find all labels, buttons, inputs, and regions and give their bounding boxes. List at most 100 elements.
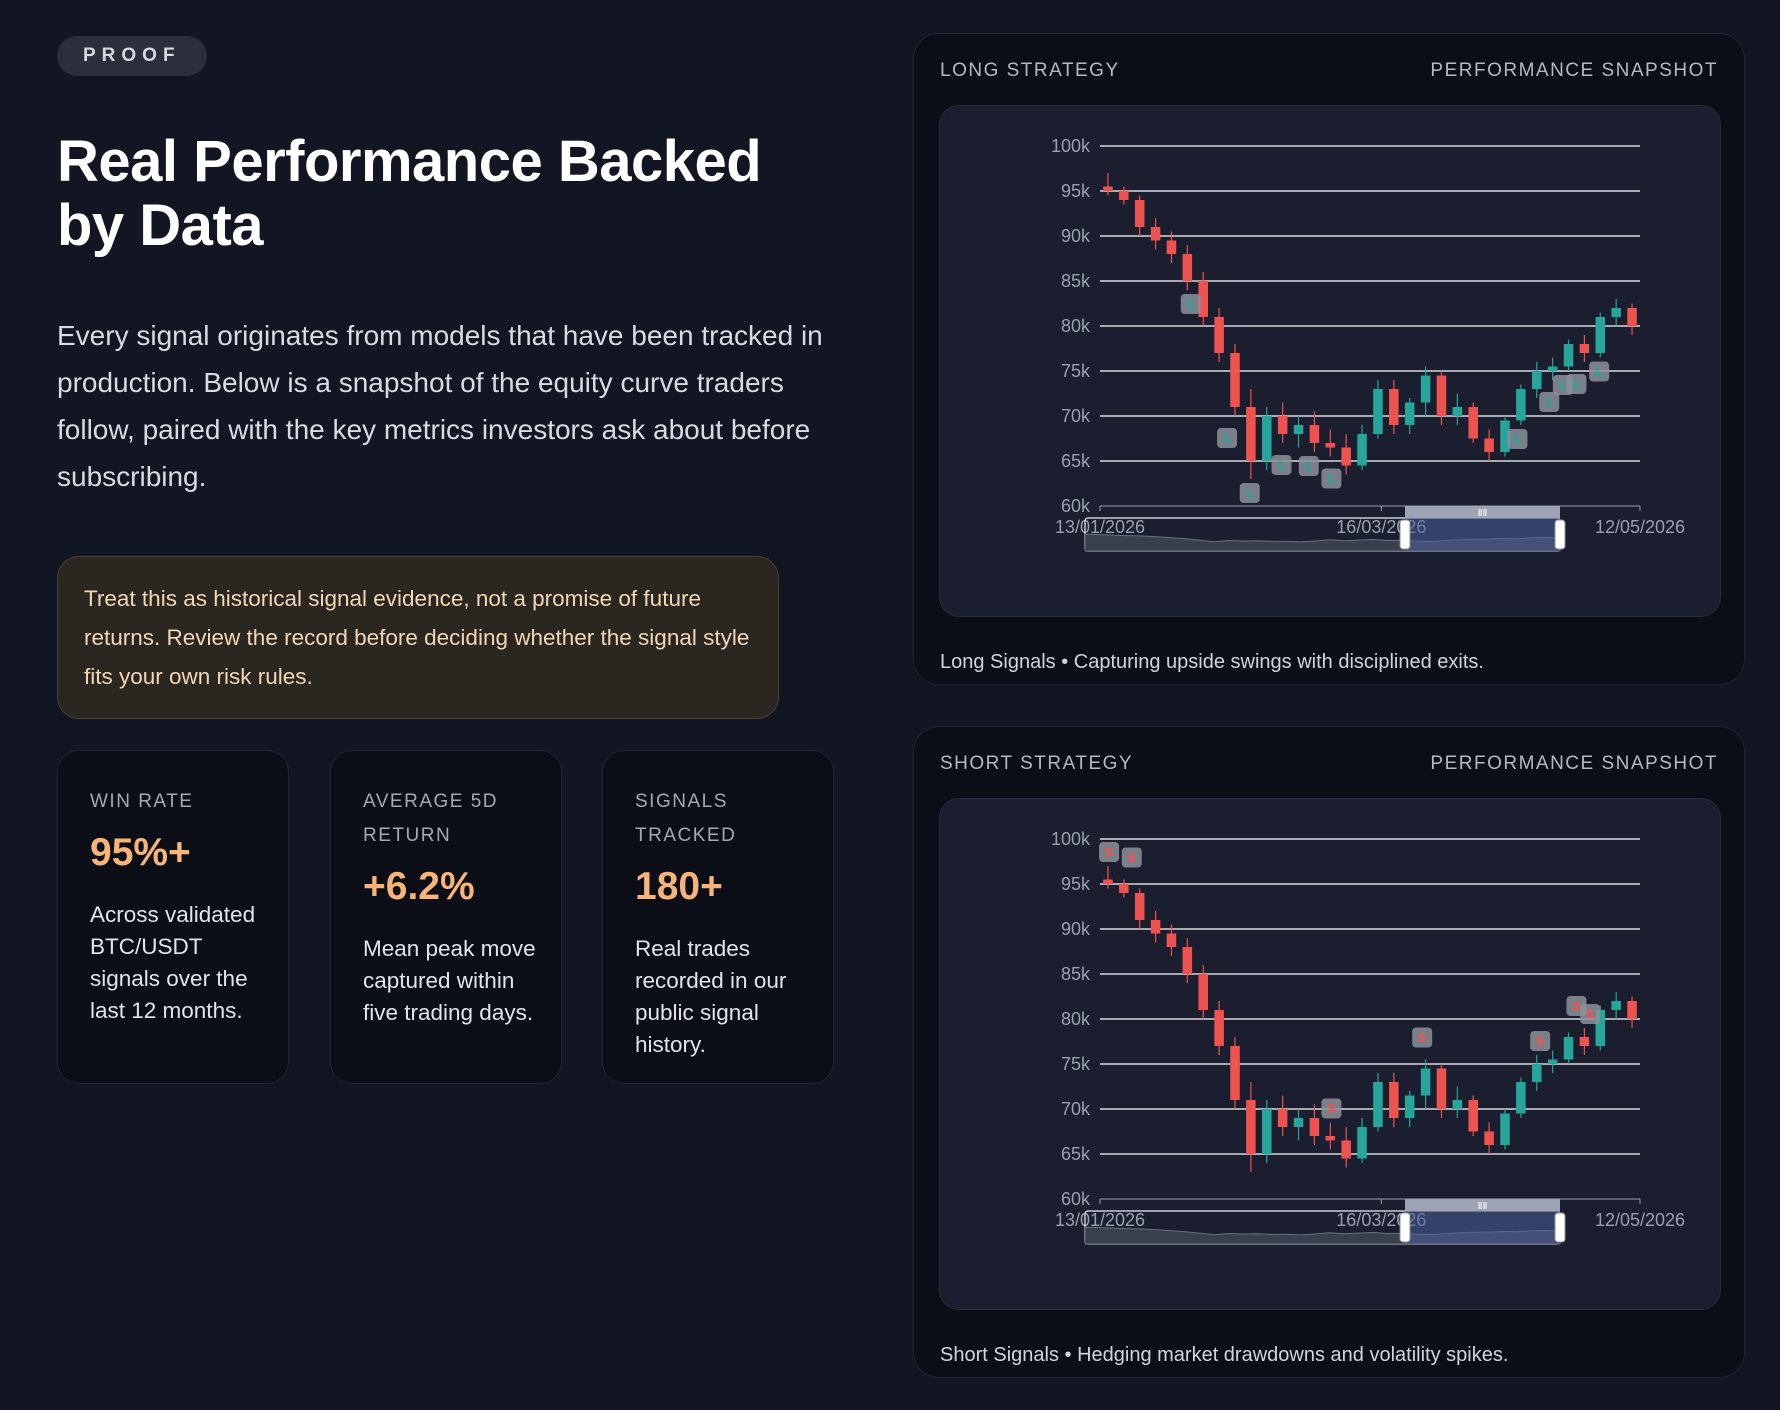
stat-label: SIGNALS TRACKED (635, 791, 737, 846)
scrollbar-grip-icon: ⅡⅡ (1478, 1201, 1488, 1212)
candle-body (1547, 366, 1558, 371)
stats-row: WIN RATE 95%+ Across validated BTC/USDT … (57, 750, 835, 1084)
signal-marker[interactable]: L (1539, 392, 1560, 412)
y-tick-label: 90k (1061, 226, 1091, 246)
short-strategy-chart[interactable]: 100k 95k 90k 85k 80k 75k 70k 65k 60k 13/01/2026 16… (939, 798, 1721, 1310)
navigator-handle[interactable] (1399, 519, 1411, 550)
signal-marker[interactable]: L (1321, 468, 1342, 489)
stat-value: 180+ (635, 865, 723, 908)
stat-label: WIN RATE (90, 791, 194, 812)
signal-marker[interactable]: S (1321, 1098, 1342, 1119)
candle-body (1595, 317, 1606, 353)
candle-body (1420, 375, 1431, 403)
y-tick-label: 70k (1061, 1099, 1091, 1119)
signal-marker[interactable]: L (1507, 429, 1528, 449)
candle-body (1357, 1127, 1367, 1159)
y-tick-label: 65k (1061, 451, 1091, 471)
signal-marker[interactable]: L (1589, 361, 1610, 382)
signal-marker[interactable]: L (1180, 294, 1201, 314)
candle-body (1103, 879, 1113, 884)
candle-body (1277, 1109, 1288, 1127)
scrollbar-grip-icon: ⅡⅡ (1478, 508, 1488, 519)
navigator-handle[interactable] (1554, 1212, 1566, 1243)
panel-subtitle: PERFORMANCE SNAPSHOT (1430, 753, 1718, 774)
candle-body (1309, 425, 1320, 443)
candle-body (1134, 893, 1145, 920)
long-strategy-chart[interactable]: 100k 95k 90k 85k 80k 75k 70k 65k 60k 13/01/2026 16… (939, 105, 1721, 617)
signal-marker[interactable]: S (1412, 1027, 1433, 1048)
candle-body (1373, 389, 1383, 434)
stat-card-signals-tracked: SIGNALS TRACKED 180+ Real trades recorde… (602, 750, 834, 1084)
panel-caption: Long Signals • Capturing upside swings w… (940, 651, 1484, 673)
y-tick-label: 100k (1051, 829, 1091, 849)
y-tick-label: 95k (1061, 181, 1091, 201)
range-navigator[interactable]: ⅡⅡ (1084, 1199, 1566, 1245)
candle-body (1547, 1059, 1558, 1064)
signal-marker[interactable]: L (1271, 455, 1292, 475)
candle-body (1103, 186, 1113, 191)
signal-marker[interactable]: S (1121, 847, 1142, 868)
signal-marker[interactable]: L (1566, 374, 1587, 394)
candle-body (1563, 1037, 1574, 1060)
signal-marker[interactable]: S (1099, 842, 1120, 862)
navigator-selection[interactable] (1405, 518, 1560, 551)
navigator-selection[interactable] (1405, 1211, 1560, 1244)
candle-body (1214, 317, 1224, 353)
signal-marker[interactable]: S (1580, 1004, 1601, 1024)
signal-marker-label: S (1536, 1035, 1545, 1049)
candle-body (1277, 416, 1288, 434)
candle-body (1500, 420, 1510, 452)
candle-body (1627, 1001, 1637, 1019)
navigator-handle[interactable] (1554, 519, 1566, 550)
signal-marker[interactable]: L (1239, 483, 1260, 503)
candle-body (1611, 1001, 1621, 1010)
intro-paragraph: Every signal originates from models that… (57, 320, 823, 492)
candle-body (1198, 974, 1208, 1010)
y-tick-label: 75k (1061, 361, 1091, 381)
panel-title: SHORT STRATEGY (940, 753, 1134, 774)
panel-header: SHORT STRATEGY PERFORMANCE SNAPSHOT (940, 753, 1718, 775)
x-tick-label: 12/05/2026 (1595, 1210, 1685, 1230)
stat-description: Across validated BTC/USDT signals over t… (90, 902, 256, 1023)
y-tick-label: 100k (1051, 136, 1091, 156)
candle-body (1246, 1100, 1256, 1154)
candle-body (1579, 1037, 1590, 1046)
signal-marker-label: L (1559, 379, 1567, 393)
signal-marker-label: L (1223, 432, 1231, 446)
candle-body (1420, 1068, 1431, 1096)
risk-notice: Treat this as historical signal evidence… (57, 556, 779, 719)
candle-body (1532, 1064, 1542, 1082)
candle-body (1119, 191, 1129, 200)
stat-description: Real trades recorded in our public signa… (635, 936, 787, 1057)
signal-marker-label: L (1545, 396, 1553, 410)
panel-subtitle: PERFORMANCE SNAPSHOT (1430, 60, 1718, 81)
signal-marker-label: L (1328, 472, 1336, 486)
candle-body (1516, 1082, 1526, 1114)
candle-body (1262, 1109, 1272, 1154)
y-tick-label: 65k (1061, 1144, 1091, 1164)
candle-body (1198, 281, 1208, 317)
candle-body (1309, 1118, 1320, 1136)
navigator-handle[interactable] (1399, 1212, 1411, 1243)
candle-body (1166, 240, 1177, 254)
candle-body (1230, 353, 1240, 407)
y-tick-label: 85k (1061, 271, 1091, 291)
range-navigator[interactable]: ⅡⅡ (1084, 506, 1566, 552)
candle-body (1436, 1068, 1447, 1109)
signal-marker[interactable]: S (1530, 1031, 1551, 1051)
signal-marker-label: L (1595, 365, 1603, 379)
candle-body (1500, 1113, 1510, 1145)
candle-body (1611, 308, 1621, 317)
candle-body (1404, 1095, 1415, 1118)
navigator-scrollbar[interactable] (1405, 506, 1560, 518)
signal-marker-label: S (1418, 1031, 1427, 1045)
signal-marker[interactable]: L (1217, 428, 1238, 448)
candle-body (1150, 920, 1161, 934)
panel-title: LONG STRATEGY (940, 60, 1120, 81)
candle-body (1532, 371, 1542, 389)
navigator-scrollbar[interactable] (1405, 1199, 1560, 1211)
candle-body (1404, 402, 1415, 425)
signal-marker[interactable]: L (1298, 456, 1319, 476)
